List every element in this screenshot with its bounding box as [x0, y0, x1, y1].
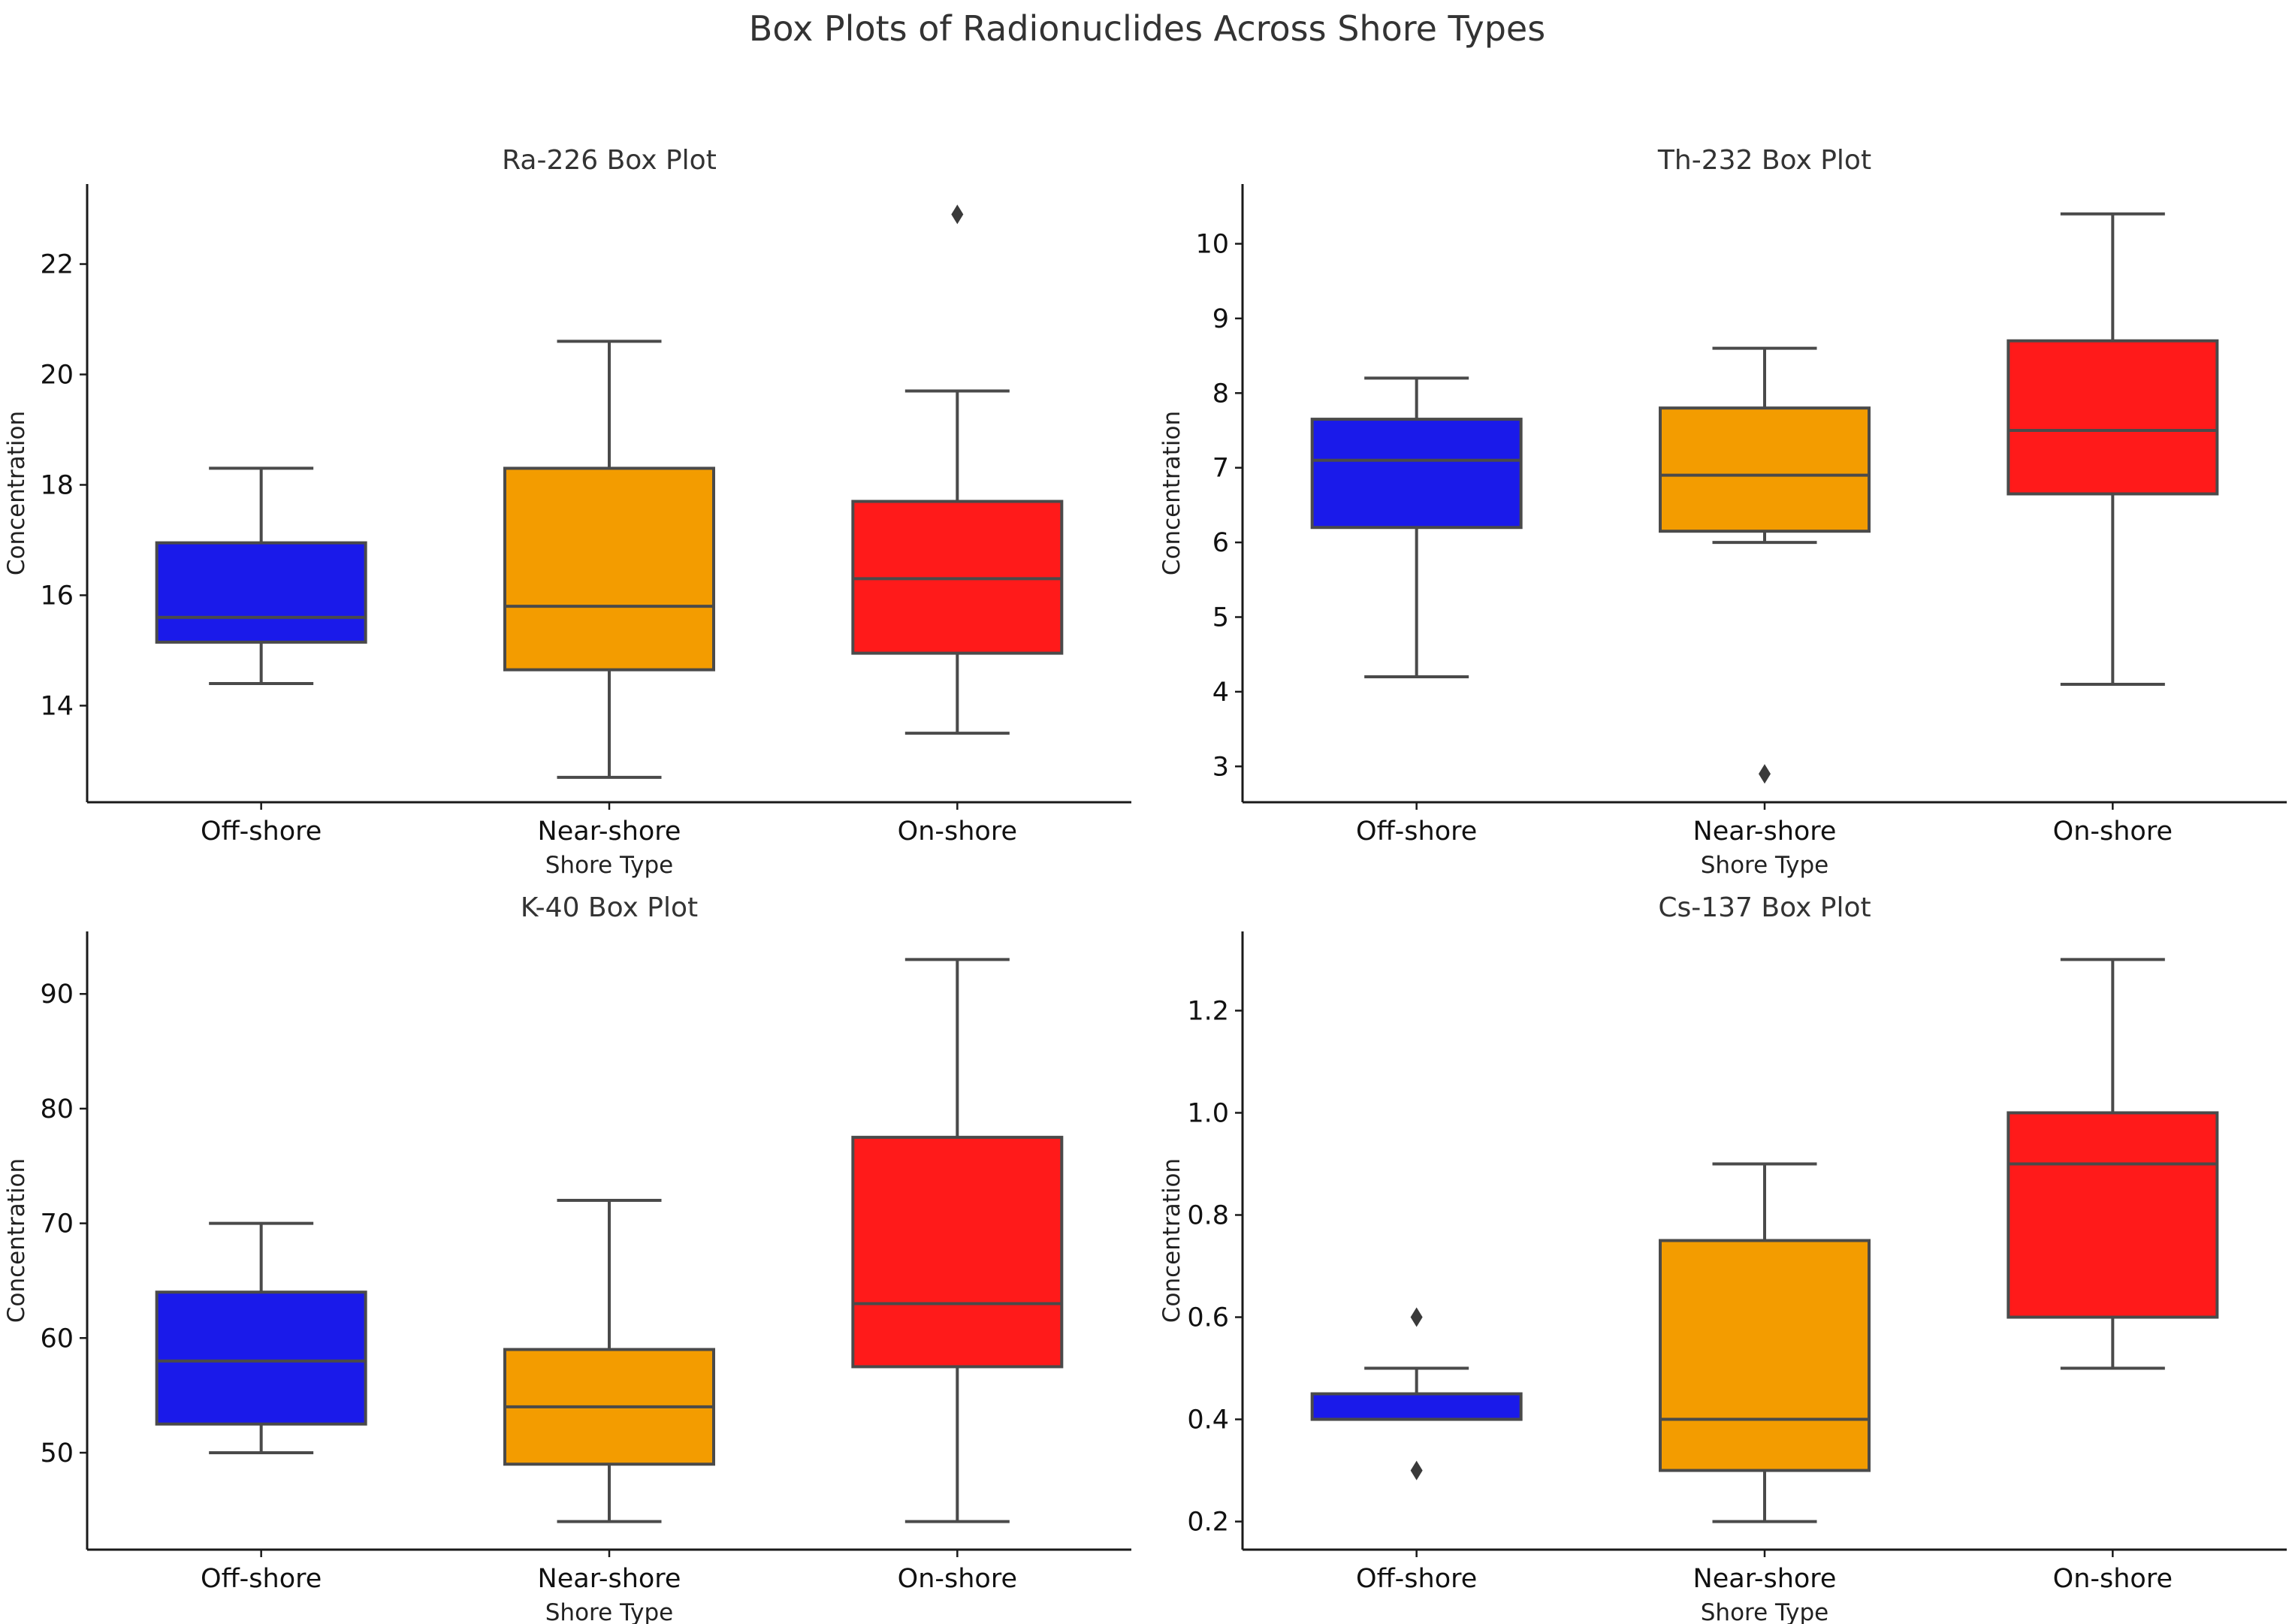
- x-tick-label: On-shore: [2053, 1564, 2173, 1594]
- y-axis-label: Concentration: [1158, 1158, 1185, 1323]
- box-on-shore: [851, 204, 1064, 735]
- y-tick-label: 10: [1195, 230, 1229, 260]
- box-off-shore: [1310, 1307, 1523, 1481]
- outlier-marker: [1410, 1307, 1423, 1327]
- x-axis-label: Shore Type: [545, 852, 674, 879]
- box-near-shore: [1659, 1162, 1871, 1523]
- outlier-marker: [1410, 1460, 1423, 1481]
- y-tick-label: 80: [40, 1094, 74, 1124]
- y-tick-label: 0.6: [1187, 1303, 1229, 1333]
- box-on-shore: [851, 958, 1064, 1523]
- iqr-box: [1659, 1239, 1871, 1472]
- panel-title: Cs-137 Box Plot: [1658, 892, 1871, 923]
- x-tick-label: Off-shore: [201, 1564, 322, 1594]
- outlier-marker: [1759, 764, 1771, 784]
- x-tick-label: Off-shore: [1356, 1564, 1477, 1594]
- y-axis-label: Concentration: [3, 1158, 30, 1323]
- x-axis-label: Shore Type: [1701, 1599, 1829, 1624]
- y-tick-label: 5: [1212, 602, 1229, 632]
- iqr-box: [2007, 1111, 2219, 1319]
- x-tick-label: Near-shore: [1693, 1564, 1837, 1594]
- y-tick-label: 9: [1212, 304, 1229, 334]
- y-tick-label: 14: [40, 691, 74, 721]
- panel-title: Ra-226 Box Plot: [502, 145, 717, 176]
- y-axis-label: Concentration: [3, 411, 30, 575]
- x-tick-label: On-shore: [898, 817, 1017, 847]
- y-tick-label: 0.2: [1187, 1508, 1229, 1538]
- iqr-box: [1310, 1392, 1523, 1421]
- panel-2: Th-232 Box Plot 3 4 5 6 7 8 9 10 Off-shore Near-sh…: [1158, 145, 2287, 879]
- x-tick-label: Near-shore: [538, 1564, 681, 1594]
- y-tick-label: 1.2: [1187, 996, 1229, 1026]
- y-tick-label: 18: [40, 470, 74, 500]
- y-tick-label: 4: [1212, 678, 1229, 708]
- panels: Ra-226 Box Plot 14 16 18 20 22 Off-shore Near-s…: [3, 145, 2287, 1624]
- box-near-shore: [1659, 346, 1871, 784]
- x-tick-label: Near-shore: [1693, 817, 1837, 847]
- box-near-shore: [503, 1199, 715, 1523]
- x-tick-label: On-shore: [898, 1564, 1017, 1594]
- y-tick-label: 70: [40, 1209, 74, 1239]
- iqr-box: [155, 1290, 367, 1426]
- figure-title: Box Plots of Radionuclides Across Shore …: [749, 8, 1545, 49]
- outlier-marker: [951, 204, 964, 225]
- iqr-box: [2007, 339, 2219, 496]
- panel-4: Cs-137 Box Plot 0.2 0.4 0.6 0.8 1.0 1.2 Off-sho…: [1158, 892, 2287, 1624]
- x-axis-label: Shore Type: [1701, 852, 1829, 879]
- y-tick-label: 50: [40, 1438, 74, 1469]
- box-off-shore: [155, 1221, 367, 1454]
- x-tick-label: Near-shore: [538, 817, 681, 847]
- y-axis-label: Concentration: [1158, 411, 1185, 575]
- iqr-box: [1659, 406, 1871, 533]
- iqr-box: [1310, 418, 1523, 530]
- y-tick-label: 16: [40, 581, 74, 611]
- x-axis-label: Shore Type: [545, 1599, 674, 1624]
- box-off-shore: [155, 466, 367, 686]
- iqr-box: [851, 1136, 1064, 1369]
- x-tick-label: Off-shore: [201, 817, 322, 847]
- panel-3: K-40 Box Plot 50 60 70 80 90 Off-shore Near-sho…: [3, 892, 1131, 1624]
- y-tick-label: 22: [40, 250, 74, 280]
- y-tick-label: 0.8: [1187, 1200, 1229, 1230]
- y-tick-label: 0.4: [1187, 1405, 1229, 1435]
- x-tick-label: On-shore: [2053, 817, 2173, 847]
- y-tick-label: 60: [40, 1324, 74, 1354]
- box-on-shore: [2007, 958, 2219, 1370]
- y-tick-label: 90: [40, 980, 74, 1010]
- x-tick-label: Off-shore: [1356, 817, 1477, 847]
- box-on-shore: [2007, 212, 2219, 686]
- y-tick-label: 1.0: [1187, 1098, 1229, 1128]
- panel-title: Th-232 Box Plot: [1657, 145, 1871, 176]
- panel-title: K-40 Box Plot: [521, 892, 698, 923]
- y-tick-label: 7: [1212, 454, 1229, 484]
- box-off-shore: [1310, 376, 1523, 679]
- y-tick-label: 3: [1212, 752, 1229, 782]
- y-tick-label: 6: [1212, 528, 1229, 558]
- y-tick-label: 20: [40, 361, 74, 391]
- iqr-box: [155, 541, 367, 644]
- box-near-shore: [503, 340, 715, 779]
- panel-1: Ra-226 Box Plot 14 16 18 20 22 Off-shore Near-s…: [3, 145, 1131, 879]
- y-tick-label: 8: [1212, 379, 1229, 409]
- iqr-box: [503, 466, 715, 672]
